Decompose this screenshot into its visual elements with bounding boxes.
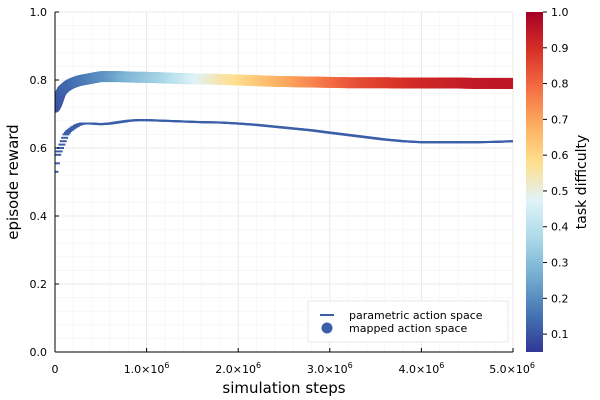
legend-marker-mapped	[321, 322, 333, 334]
mapped-marker	[507, 77, 513, 89]
series-mapped	[55, 71, 513, 113]
x-axis-title: simulation steps	[222, 379, 345, 397]
series-parametric	[55, 119, 513, 173]
legend-box	[307, 300, 509, 343]
colorbar	[526, 12, 543, 352]
colorbar-tick-label: 1.0	[551, 6, 569, 19]
x-tick-label: 1.0×106	[124, 361, 170, 376]
y-tick-label: 0.4	[30, 210, 48, 223]
y-tick-label: 1.0	[30, 6, 48, 19]
colorbar-tick-label: 0.8	[551, 78, 569, 91]
colorbar-tick-label: 0.6	[551, 149, 569, 162]
plot-area	[55, 12, 513, 352]
colorbar-tick-label: 0.3	[551, 257, 569, 270]
y-tick-label: 0.8	[30, 74, 48, 87]
colorbar-tick-label: 0.1	[551, 328, 569, 341]
x-ticks: 0 1.0×106 2.0×106 3.0×106 4.0×106 5.0×106	[52, 348, 535, 376]
colorbar-tick-label: 0.4	[551, 221, 569, 234]
y-tick-label: 0.6	[30, 142, 48, 155]
x-tick-label: 0	[52, 363, 59, 376]
y-ticks: 0.0 0.2 0.4 0.6 0.8 1.0	[30, 6, 59, 359]
x-tick-label: 3.0×106	[307, 361, 353, 376]
y-tick-label: 0.0	[30, 346, 48, 359]
y-tick-label: 0.2	[30, 278, 48, 291]
legend-label-parametric: parametric action space	[349, 309, 483, 322]
colorbar-ticks: 0.1 0.2 0.3 0.4 0.5 0.6 0.7 0.8 0.9 1.0	[543, 6, 569, 341]
y-axis-title: episode reward	[4, 124, 22, 239]
legend-label-mapped: mapped action space	[349, 322, 468, 335]
colorbar-title: task difficulty	[574, 135, 590, 229]
x-tick-label: 2.0×106	[215, 361, 261, 376]
x-tick-label: 4.0×106	[398, 361, 444, 376]
colorbar-tick-label: 0.5	[551, 185, 569, 198]
x-tick-label: 5.0×106	[489, 361, 535, 376]
colorbar-tick-label: 0.2	[551, 292, 569, 305]
legend: parametric action space mapped action sp…	[307, 300, 509, 343]
colorbar-tick-label: 0.7	[551, 113, 569, 126]
colorbar-tick-label: 0.9	[551, 42, 569, 55]
